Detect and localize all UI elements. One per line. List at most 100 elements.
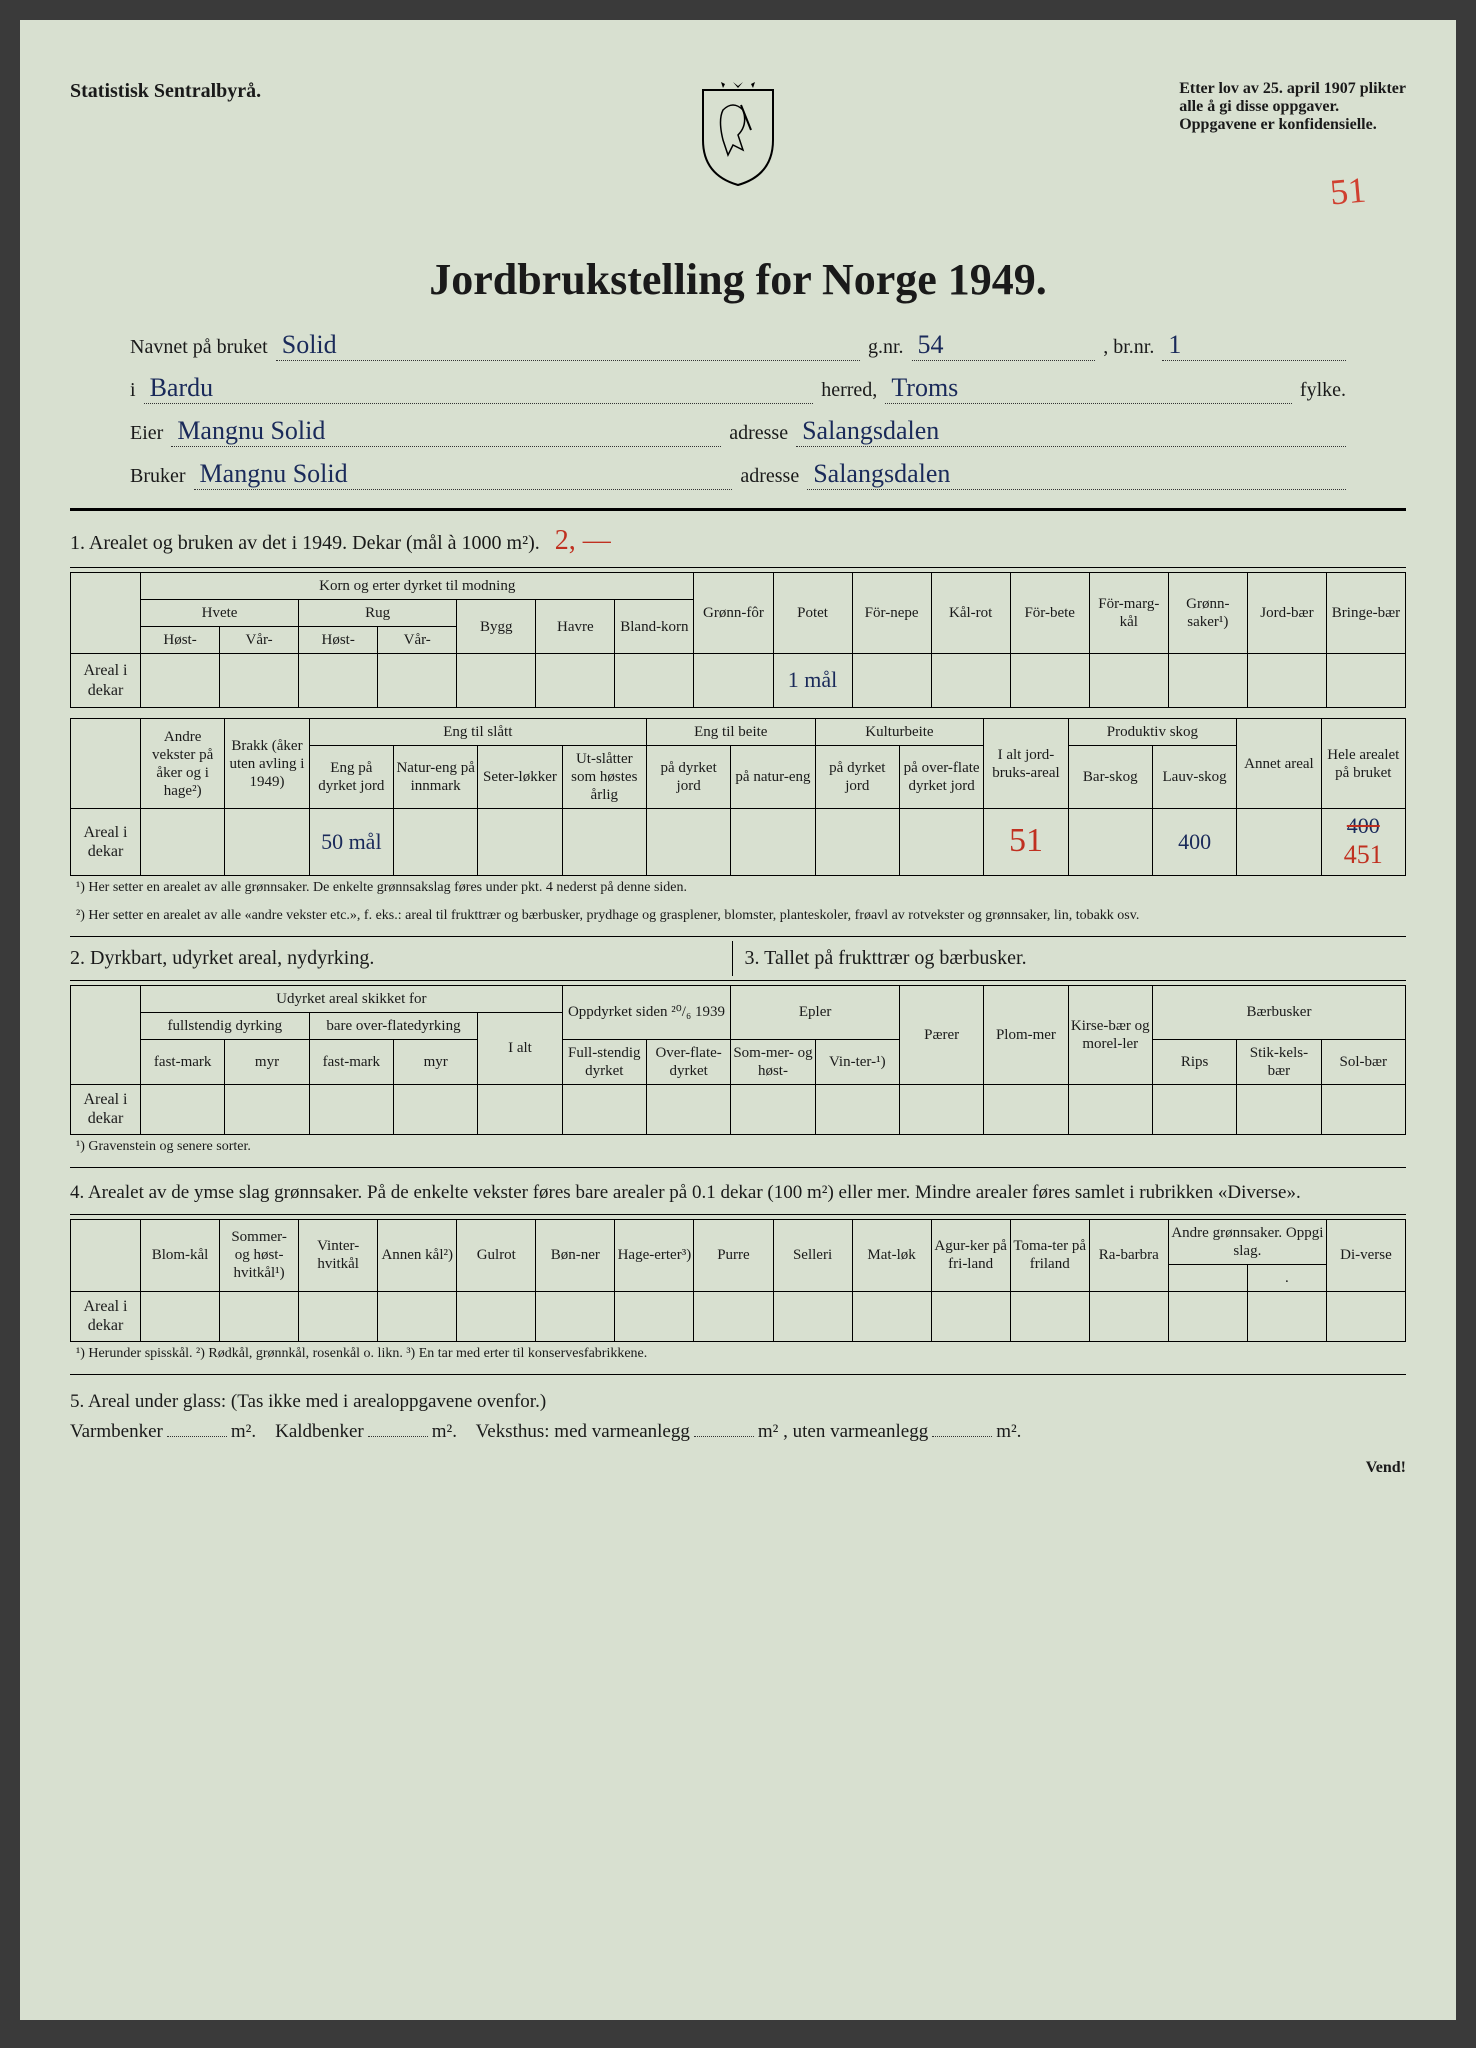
col-group: Produktiv skog [1068, 719, 1237, 746]
footnote: ¹) Herunder spisskål. ²) Rødkål, grønnkå… [70, 1342, 1406, 1370]
field-label: , uten varmeanlegg [783, 1421, 928, 1442]
unit: m². [996, 1421, 1021, 1442]
col-header: myr [393, 1039, 477, 1084]
col-header: Lauv-skog [1152, 746, 1236, 809]
corrected-value: 451 [1344, 840, 1383, 869]
field-label: Bruker [130, 465, 186, 488]
blank-field [167, 1436, 227, 1437]
col-group: Korn og erter dyrket til modning [141, 573, 694, 600]
coat-of-arms-icon [693, 80, 783, 190]
section-5: 5. Areal under glass: (Tas ikke med i ar… [70, 1379, 1406, 1455]
red-annotation: 51 [1328, 169, 1368, 214]
field-label: i [130, 379, 136, 402]
field-label: Varmbenker [70, 1421, 163, 1442]
field-value-herred: Bardu [144, 373, 814, 404]
col-header: Kirse-bær og morel-ler [1068, 985, 1152, 1084]
col-header: Grønn-saker¹) [1168, 573, 1247, 654]
col-header: Blom-kål [141, 1219, 220, 1291]
field-label: Kaldbenker [275, 1421, 364, 1442]
legal-line: alle å gi disse oppgaver. [1179, 98, 1406, 116]
table-1b-meadow: Andre vekster på åker og i hage²) Brakk … [70, 718, 1406, 876]
col-header: . [1247, 1264, 1326, 1291]
col-header: Potet [773, 573, 852, 654]
col-header: Som-mer- og høst- [731, 1039, 815, 1084]
handwritten-value: 2, — [555, 525, 611, 557]
col-header: Brakk (åker uten avling i 1949) [225, 719, 309, 809]
col-header: Sommer- og høst-hvitkål¹) [220, 1219, 299, 1291]
field-label: adresse [729, 422, 788, 445]
footnote: ¹) Gravenstein og senere sorter. [70, 1135, 1406, 1163]
col-header: Stik-kels-bær [1237, 1039, 1321, 1084]
col-header: Vår- [220, 627, 299, 654]
col-header: Høst- [299, 627, 378, 654]
col-header: på dyrket jord [815, 746, 899, 809]
col-header: Ut-slåtter som høstes årlig [562, 746, 646, 809]
col-header: Over-flate-dyrket [646, 1039, 730, 1084]
section-2-title: 2. Dyrkbart, udyrket areal, nydyrking. [70, 941, 732, 976]
section-2-3-titles: 2. Dyrkbart, udyrket areal, nydyrking. 3… [70, 941, 1406, 976]
col-header: Eng på dyrket jord [309, 746, 393, 809]
col-header: Bringe-bær [1326, 573, 1405, 654]
col-header: bare over-flatedyrking [309, 1012, 478, 1039]
col-header: Vår- [378, 627, 457, 654]
field-label: , br.nr. [1103, 336, 1154, 359]
col-header: Annen kål²) [378, 1219, 457, 1291]
col-header: Mat-løk [852, 1219, 931, 1291]
col-header: Bygg [457, 600, 536, 654]
col-group: Eng til beite [646, 719, 815, 746]
col-header: Havre [536, 600, 615, 654]
field-label: Eier [130, 422, 163, 445]
field-label: Veksthus: med varmeanlegg [476, 1421, 690, 1442]
col-header: Sol-bær [1321, 1039, 1405, 1084]
col-header: Agur-ker på fri-land [931, 1219, 1010, 1291]
struck-value: 400 [1347, 813, 1380, 838]
field-label: herred, [821, 379, 877, 402]
unit: m². [231, 1421, 256, 1442]
row-label: Areal i dekar [71, 1084, 141, 1134]
main-title: Jordbrukstelling for Norge 1949. [70, 254, 1406, 305]
col-header: Di-verse [1326, 1219, 1405, 1291]
field-label: fylke. [1300, 379, 1346, 402]
field-value-fylke: Troms [885, 373, 1292, 404]
blank-field [368, 1436, 428, 1437]
col-header: I alt jord-bruks-areal [984, 719, 1068, 809]
col-header: Jord-bær [1247, 573, 1326, 654]
unit: m². [432, 1421, 457, 1442]
section-1-title: 1. Arealet og bruken av det i 1949. Deka… [70, 519, 1406, 563]
document-page: Statistisk Sentralbyrå. Etter lov av 25.… [20, 20, 1456, 2020]
field-label: adresse [740, 465, 799, 488]
col-header: Bland-korn [615, 600, 694, 654]
col-group: Eng til slått [309, 719, 646, 746]
col-header: på over-flate dyrket jord [899, 746, 983, 809]
handwritten-value: 400 [1152, 809, 1236, 876]
col-header: Rips [1152, 1039, 1236, 1084]
row-label: Areal i dekar [71, 1291, 141, 1341]
col-header: Hage-erter³) [615, 1219, 694, 1291]
col-header: Annet areal [1237, 719, 1321, 809]
field-value-user-address: Salangsdalen [807, 459, 1346, 490]
field-label: Navnet på bruket [130, 336, 268, 359]
table-1a-grain: Korn og erter dyrket til modning Grønn-f… [70, 572, 1406, 708]
col-group: Epler [731, 985, 900, 1039]
blank-field [932, 1436, 992, 1437]
col-header: Grønn-fôr [694, 573, 773, 654]
field-value-owner: Mangnu Solid [171, 416, 721, 447]
footnote: ²) Her setter en arealet av alle «andre … [70, 904, 1406, 932]
col-header: fullstendig dyrking [141, 1012, 310, 1039]
handwritten-value: 50 mål [309, 809, 393, 876]
footnote: ¹) Her setter en arealet av alle grønnsa… [70, 876, 1406, 904]
col-header: på natur-eng [731, 746, 815, 809]
col-group: Kulturbeite [815, 719, 984, 746]
col-header: Hvete [141, 600, 299, 627]
col-header: Rug [299, 600, 457, 627]
col-header: Vin-ter-¹) [815, 1039, 899, 1084]
field-value-owner-address: Salangsdalen [796, 416, 1346, 447]
col-group: Andre grønnsaker. Oppgi slag. [1168, 1219, 1326, 1264]
col-header: Selleri [773, 1219, 852, 1291]
table-4-vegetables: Blom-kål Sommer- og høst-hvitkål¹) Vinte… [70, 1219, 1406, 1342]
section-5-title: 5. Areal under glass: (Tas ikke med i ar… [70, 1391, 1406, 1413]
col-header: I alt [478, 1012, 562, 1084]
field-value-brnr: 1 [1162, 330, 1346, 361]
col-header: Full-stendig dyrket [562, 1039, 646, 1084]
col-header: Pærer [899, 985, 983, 1084]
